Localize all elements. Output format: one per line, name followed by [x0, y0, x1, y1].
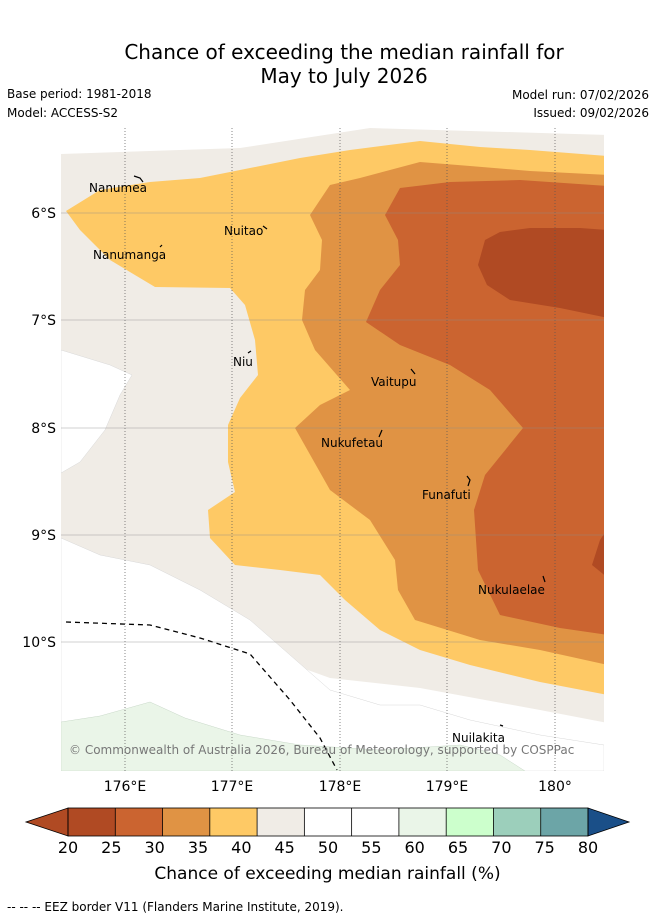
band-20-25-south — [592, 534, 604, 575]
lon-tick-178e: 178°E — [319, 779, 362, 795]
lon-tick-labels: 176°E 177°E 178°E 179°E 180° — [104, 779, 572, 795]
rainfall-map: Nanumea Nuitao Nanumanga Niu Vaitupu Nuk… — [22, 128, 631, 857]
colorbar-tick-label: 65 — [448, 838, 468, 857]
colorbar-segment — [398, 808, 447, 836]
lat-tick-7s: 7°S — [31, 313, 56, 329]
place-niu: Niu — [233, 355, 253, 369]
colorbar-segment — [540, 808, 588, 836]
colorbar-segment — [446, 808, 494, 836]
colorbar-tick-label: 30 — [144, 838, 164, 857]
place-nuitao: Nuitao — [224, 224, 263, 238]
lon-tick-177e: 177°E — [211, 779, 254, 795]
base-period: Base period: 1981-2018 — [7, 87, 152, 101]
lat-tick-9s: 9°S — [31, 528, 56, 544]
grid-lines — [124, 128, 556, 771]
colorbar-tick-label: 75 — [534, 838, 554, 857]
lat-tick-6s: 6°S — [31, 206, 56, 222]
colorbar-extension-high — [587, 807, 631, 837]
place-nukulaelae: Nukulaelae — [478, 583, 545, 597]
colorbar-tick-label: 35 — [188, 838, 208, 857]
band-45-55-south — [61, 537, 604, 771]
colorbar-label: Chance of exceeding median rainfall (%) — [154, 864, 501, 884]
eez-border — [65, 621, 338, 771]
band-20-25-north — [478, 228, 604, 318]
place-nanumanga: Nanumanga — [93, 248, 166, 262]
place-nukufetau: Nukufetau — [321, 436, 383, 450]
lon-tick-180: 180° — [538, 779, 572, 795]
colorbar-segment — [115, 808, 163, 836]
eez-footnote: -- -- -- EEZ border V11 (Flanders Marine… — [7, 900, 344, 914]
colorbar-segment — [68, 808, 116, 836]
model-run: Model run: 07/02/2026 — [511, 88, 649, 102]
island-marks — [133, 175, 546, 727]
band-45-55-west — [61, 349, 133, 474]
colorbar-tick-label: 50 — [318, 838, 338, 857]
lat-lines — [61, 212, 604, 643]
place-vaitupu: Vaitupu — [371, 375, 417, 389]
colorbar-tick-label: 45 — [274, 838, 294, 857]
colorbar-tick-label: 70 — [491, 838, 511, 857]
colorbar-tick-label: 20 — [58, 838, 78, 857]
place-nanumea: Nanumea — [89, 181, 147, 195]
colorbar-segment — [162, 808, 210, 836]
colorbar-extension-low — [24, 807, 69, 837]
place-funafuti: Funafuti — [422, 488, 471, 502]
place-nuilakita: Nuilakita — [452, 731, 505, 745]
colorbar-tick-label: 55 — [361, 838, 381, 857]
colorbar-tick-label: 25 — [101, 838, 121, 857]
lon-tick-176e: 176°E — [104, 779, 147, 795]
title-line-2: May to July 2026 — [260, 64, 428, 88]
title-line-1: Chance of exceeding the median rainfall … — [124, 40, 564, 64]
issued-date: Issued: 09/02/2026 — [533, 106, 649, 120]
copyright-notice: © Commonwealth of Australia 2026, Bureau… — [69, 743, 574, 757]
colorbar-tick-label: 40 — [231, 838, 251, 857]
colorbar-tick-label: 80 — [578, 838, 598, 857]
colorbar-segment — [493, 808, 541, 836]
lat-tick-8s: 8°S — [31, 421, 56, 437]
lon-tick-179e: 179°E — [426, 779, 469, 795]
colorbar: 20 25 30 35 40 45 50 55 60 65 70 75 80 — [24, 807, 631, 857]
map-area: Nanumea Nuitao Nanumanga Niu Vaitupu Nuk… — [61, 128, 604, 771]
colorbar-tick-label: 60 — [404, 838, 424, 857]
colorbar-segment — [351, 808, 399, 836]
lat-tick-10s: 10°S — [22, 635, 56, 651]
model-name: Model: ACCESS-S2 — [7, 106, 119, 120]
band-55-60 — [61, 701, 526, 771]
colorbar-segment — [304, 808, 352, 836]
colorbar-outline — [67, 807, 589, 837]
lat-tick-labels: 6°S 7°S 8°S 9°S 10°S — [22, 206, 56, 651]
colorbar-segment — [257, 808, 305, 836]
colorbar-segment — [209, 808, 258, 836]
map-title: Chance of exceeding the median rainfall … — [0, 40, 655, 88]
